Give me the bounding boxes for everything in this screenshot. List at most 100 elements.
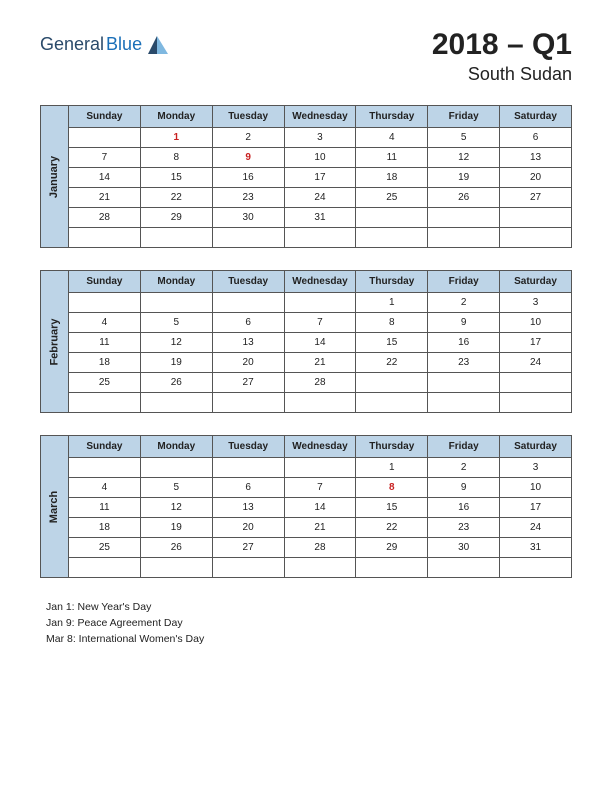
day-cell [69,393,141,413]
day-cell: 4 [69,313,141,333]
day-cell [212,293,284,313]
day-cell [500,228,572,248]
day-cell: 3 [284,128,356,148]
month-label: January [40,105,68,248]
day-cell [356,393,428,413]
day-cell: 13 [500,148,572,168]
day-cell: 24 [284,188,356,208]
day-cell: 1 [356,458,428,478]
day-cell [69,128,141,148]
day-header: Friday [428,106,500,128]
page-title: 2018 – Q1 [432,28,572,62]
day-cell: 4 [69,478,141,498]
day-cell: 31 [500,538,572,558]
day-cell: 3 [500,458,572,478]
calendar-month: FebruarySundayMondayTuesdayWednesdayThur… [40,270,572,413]
day-cell: 8 [140,148,212,168]
calendars-container: JanuarySundayMondayTuesdayWednesdayThurs… [40,105,572,578]
table-row: 123 [69,458,572,478]
day-cell [140,393,212,413]
day-cell: 10 [284,148,356,168]
calendar-table: SundayMondayTuesdayWednesdayThursdayFrid… [68,105,572,248]
day-cell: 14 [284,498,356,518]
table-row: 123 [69,293,572,313]
day-cell [428,393,500,413]
day-cell: 30 [428,538,500,558]
day-cell: 20 [500,168,572,188]
day-header: Sunday [69,106,141,128]
day-cell: 21 [69,188,141,208]
day-cell: 14 [284,333,356,353]
day-cell: 21 [284,518,356,538]
day-cell: 1 [356,293,428,313]
calendar-table: SundayMondayTuesdayWednesdayThursdayFrid… [68,435,572,578]
day-cell: 6 [500,128,572,148]
day-cell: 16 [428,333,500,353]
logo-icon [148,36,168,54]
day-cell [500,558,572,578]
month-label: February [40,270,68,413]
month-name: February [49,318,61,365]
day-header: Sunday [69,271,141,293]
day-cell [212,393,284,413]
day-cell: 20 [212,518,284,538]
day-cell: 8 [356,478,428,498]
table-row: 18192021222324 [69,353,572,373]
day-cell [212,558,284,578]
day-cell [284,558,356,578]
day-cell [356,558,428,578]
day-cell: 6 [212,478,284,498]
day-cell: 17 [500,498,572,518]
day-cell [140,293,212,313]
calendar-month: January SundayMondayTuesdayWednesdayThurs… [40,105,572,248]
day-header: Wednesday [284,271,356,293]
day-cell: 31 [284,208,356,228]
day-cell: 30 [212,208,284,228]
day-cell: 15 [140,168,212,188]
day-cell: 12 [140,333,212,353]
table-row: 28293031 [69,208,572,228]
day-cell: 13 [212,498,284,518]
day-cell: 19 [428,168,500,188]
day-header: Monday [140,436,212,458]
day-cell [69,458,141,478]
day-header: Tuesday [212,436,284,458]
table-row: 25262728 [69,373,572,393]
day-cell: 7 [284,478,356,498]
day-header: Thursday [356,271,428,293]
table-row: 11121314151617 [69,498,572,518]
day-cell: 24 [500,353,572,373]
day-cell: 28 [284,538,356,558]
day-cell: 24 [500,518,572,538]
day-cell [500,208,572,228]
day-cell [140,458,212,478]
day-cell: 11 [69,333,141,353]
day-cell: 22 [356,518,428,538]
day-header: Wednesday [284,106,356,128]
table-row: 14151617181920 [69,168,572,188]
day-cell [428,558,500,578]
day-cell: 28 [69,208,141,228]
table-row: 11121314151617 [69,333,572,353]
day-cell: 22 [356,353,428,373]
month-name: January [49,155,61,197]
day-cell: 26 [428,188,500,208]
day-header: Tuesday [212,106,284,128]
day-cell: 16 [428,498,500,518]
holidays-list: Jan 1: New Year's Day Jan 9: Peace Agree… [40,600,572,647]
day-cell: 23 [428,518,500,538]
day-cell [428,228,500,248]
day-cell [500,373,572,393]
day-cell: 8 [356,313,428,333]
day-cell: 29 [356,538,428,558]
day-cell: 19 [140,353,212,373]
day-cell: 18 [69,353,141,373]
table-row [69,558,572,578]
day-cell: 2 [212,128,284,148]
day-cell [284,458,356,478]
day-cell: 23 [212,188,284,208]
day-header: Monday [140,271,212,293]
day-cell: 14 [69,168,141,188]
day-cell: 23 [428,353,500,373]
table-row: 25262728293031 [69,538,572,558]
